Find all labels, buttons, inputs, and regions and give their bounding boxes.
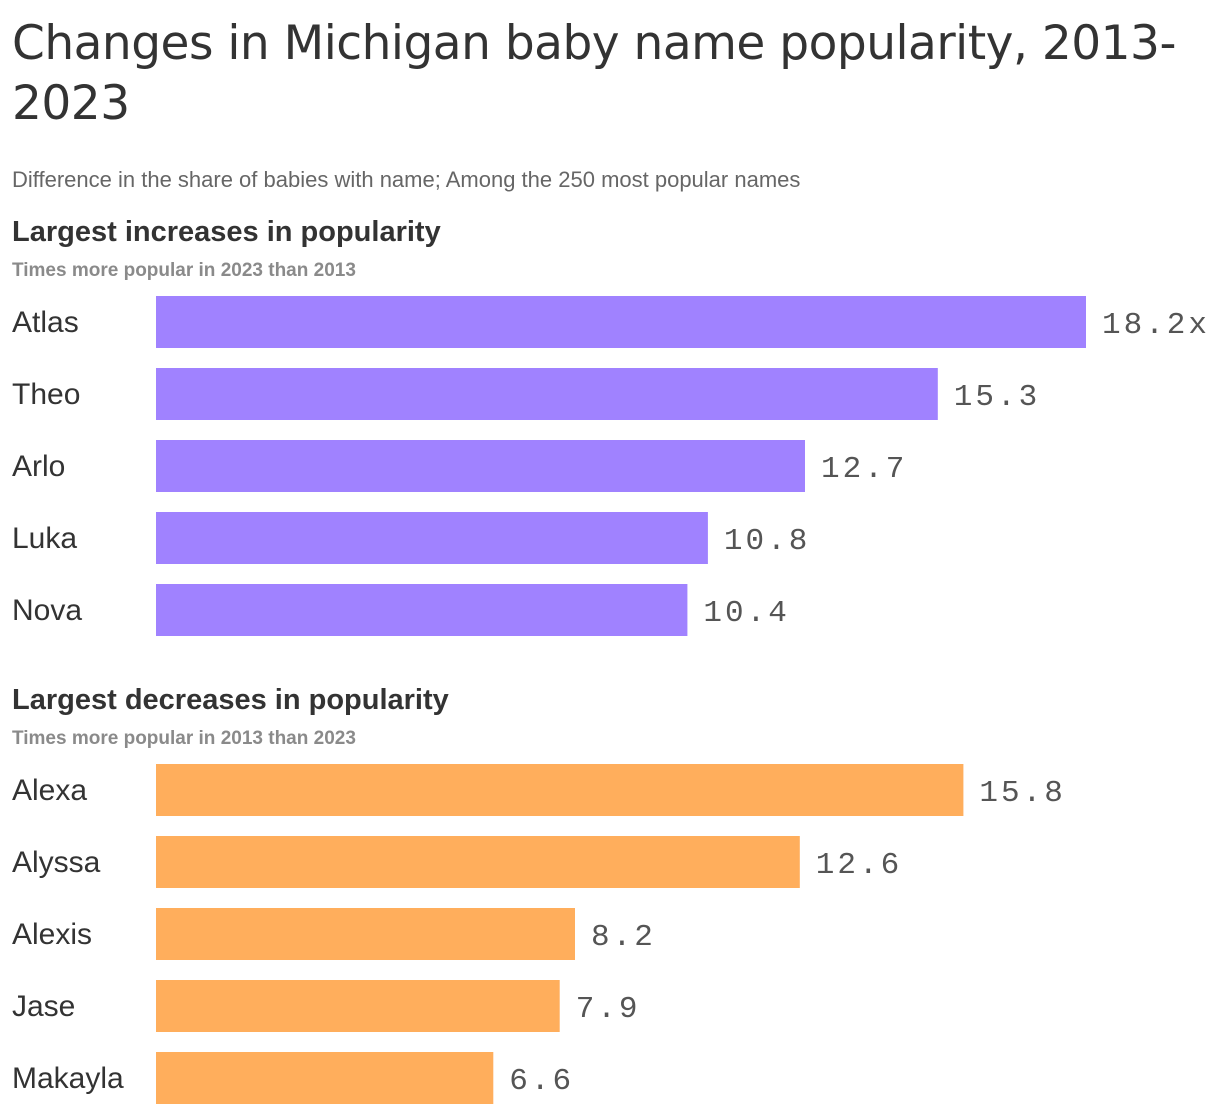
increases-bar <box>156 440 805 492</box>
decreases-bar <box>156 836 800 888</box>
decreases-bar <box>156 764 964 816</box>
increases-value-label: 12.7 <box>821 452 907 487</box>
decreases-value-label: 6.6 <box>509 1064 574 1099</box>
increases-bar <box>156 512 708 564</box>
increases-value-label: 10.4 <box>703 596 789 631</box>
decreases-value-label: 15.8 <box>979 776 1065 811</box>
increases-category-label: Nova <box>12 594 82 627</box>
increases-bar <box>156 584 688 636</box>
increases-panel-subtitle: Times more popular in 2023 than 2013 <box>12 260 356 281</box>
decreases-category-label: Jase <box>12 990 75 1023</box>
increases-bar <box>156 296 1086 348</box>
increases-category-label: Luka <box>12 522 77 555</box>
decreases-panel-title: Largest decreases in popularity <box>12 684 449 716</box>
increases-value-label: 15.3 <box>954 380 1040 415</box>
increases-panel-title: Largest increases in popularity <box>12 216 441 248</box>
decreases-bar-chart: Alexa 15.8 Alyssa 12.6 Alexis 8.2 Jase 7.9 Makay… <box>12 764 1065 1104</box>
increases-bar-chart: Atlas 18.2x Theo 15.3 Arlo 12.7 Luka 10.8 Nova 10… <box>12 296 1210 636</box>
decreases-bar <box>156 908 575 960</box>
increases-bar <box>156 368 938 420</box>
decreases-value-label: 12.6 <box>816 848 902 883</box>
chart-title: Changes in Michigan baby name popularity… <box>12 16 1176 131</box>
increases-value-label: 10.8 <box>724 524 810 559</box>
decreases-bar <box>156 1052 494 1104</box>
increases-category-label: Arlo <box>12 450 65 483</box>
decreases-value-label: 8.2 <box>591 920 656 955</box>
decreases-category-label: Alexa <box>12 774 87 807</box>
decreases-category-label: Makayla <box>12 1062 124 1095</box>
increases-category-label: Theo <box>12 378 80 411</box>
decreases-category-label: Alexis <box>12 918 92 951</box>
decreases-panel-subtitle: Times more popular in 2013 than 2023 <box>12 728 356 749</box>
increases-category-label: Atlas <box>12 306 79 339</box>
decreases-bar <box>156 980 560 1032</box>
chart-subtitle: Difference in the share of babies with n… <box>12 167 801 192</box>
increases-value-label: 18.2x <box>1102 308 1210 343</box>
decreases-value-label: 7.9 <box>576 992 641 1027</box>
decreases-category-label: Alyssa <box>12 846 101 879</box>
